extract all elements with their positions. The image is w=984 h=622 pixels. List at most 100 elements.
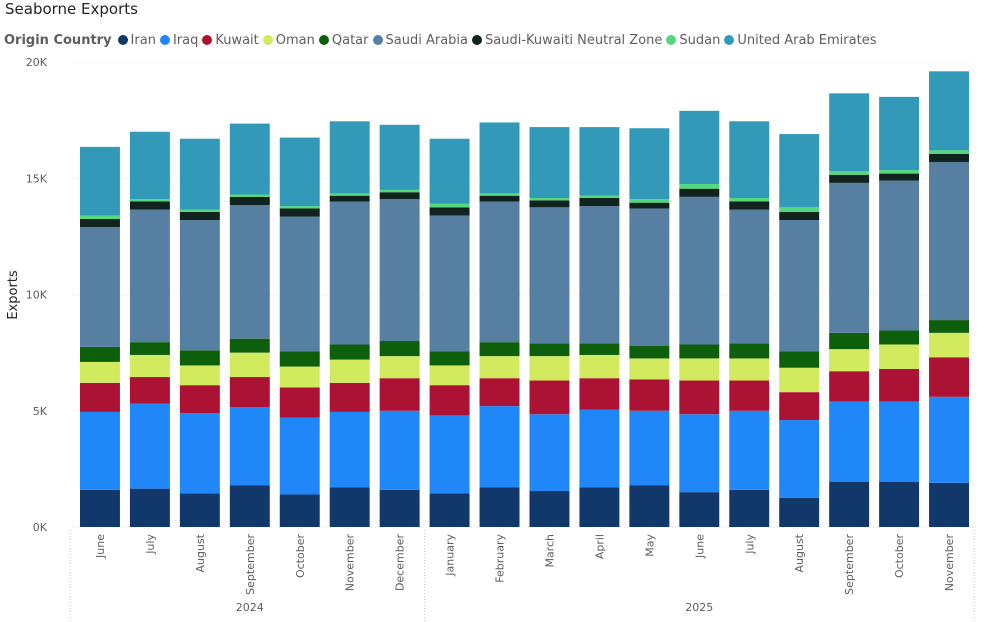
bar-segment[interactable] xyxy=(729,410,770,490)
bar-segment[interactable] xyxy=(179,385,220,414)
legend-item[interactable]: Iraq xyxy=(159,33,198,48)
bar-segment[interactable] xyxy=(229,377,270,408)
bar-segment[interactable] xyxy=(879,180,920,331)
bar-segment[interactable] xyxy=(579,378,620,410)
bar-segment[interactable] xyxy=(929,71,970,151)
bar-segment[interactable] xyxy=(479,195,520,202)
bar-segment[interactable] xyxy=(479,406,520,488)
bar-segment[interactable] xyxy=(329,193,370,196)
bar-segment[interactable] xyxy=(879,330,920,345)
bar-segment[interactable] xyxy=(79,227,120,347)
legend-item[interactable]: Oman xyxy=(262,33,315,48)
bar-segment[interactable] xyxy=(779,497,820,527)
bar-segment[interactable] xyxy=(829,401,870,482)
bar-segment[interactable] xyxy=(279,351,320,367)
bar-segment[interactable] xyxy=(329,344,370,360)
bar-segment[interactable] xyxy=(729,198,770,202)
bar-segment[interactable] xyxy=(529,200,570,208)
bar-segment[interactable] xyxy=(679,110,720,185)
bar-segment[interactable] xyxy=(429,493,470,527)
bar-segment[interactable] xyxy=(329,121,370,194)
bar-segment[interactable] xyxy=(679,380,720,415)
bar-segment[interactable] xyxy=(729,343,770,359)
bar-segment[interactable] xyxy=(529,343,570,357)
bar-segment[interactable] xyxy=(329,411,370,488)
bar-segment[interactable] xyxy=(379,192,420,200)
bar-segment[interactable] xyxy=(279,366,320,388)
bar-segment[interactable] xyxy=(929,482,970,527)
bar-segment[interactable] xyxy=(529,414,570,491)
bar-segment[interactable] xyxy=(279,387,320,418)
bar-segment[interactable] xyxy=(79,215,120,219)
bar-segment[interactable] xyxy=(829,371,870,402)
legend-item[interactable]: United Arab Emirates xyxy=(724,33,876,48)
bar-segment[interactable] xyxy=(329,195,370,202)
bar-segment[interactable] xyxy=(79,218,120,228)
bar-segment[interactable] xyxy=(579,206,620,344)
bar-segment[interactable] xyxy=(829,171,870,175)
bar-segment[interactable] xyxy=(779,211,820,221)
legend-item[interactable]: Qatar xyxy=(318,33,369,48)
bar-segment[interactable] xyxy=(729,358,770,381)
bar-segment[interactable] xyxy=(929,161,970,321)
bar-segment[interactable] xyxy=(379,341,420,357)
bar-segment[interactable] xyxy=(129,201,170,210)
bar-segment[interactable] xyxy=(779,420,820,498)
bar-segment[interactable] xyxy=(379,124,420,190)
bar-segment[interactable] xyxy=(429,138,470,204)
bar-segment[interactable] xyxy=(329,382,370,412)
bar-segment[interactable] xyxy=(729,209,770,344)
bar-segment[interactable] xyxy=(129,131,170,200)
bar-segment[interactable] xyxy=(479,342,520,357)
bar-segment[interactable] xyxy=(229,194,270,197)
bar-segment[interactable] xyxy=(579,195,620,199)
bar-segment[interactable] xyxy=(429,351,470,366)
bar-segment[interactable] xyxy=(479,378,520,407)
bar-segment[interactable] xyxy=(579,198,620,207)
legend-item[interactable]: Kuwait xyxy=(202,33,259,48)
bar-segment[interactable] xyxy=(679,492,720,527)
bar-segment[interactable] xyxy=(629,208,670,346)
bar-segment[interactable] xyxy=(929,332,970,358)
bar-segment[interactable] xyxy=(229,485,270,527)
bar-segment[interactable] xyxy=(129,403,170,489)
bar-segment[interactable] xyxy=(929,153,970,162)
bar-segment[interactable] xyxy=(479,487,520,527)
bar-segment[interactable] xyxy=(79,489,120,527)
bar-segment[interactable] xyxy=(629,379,670,411)
bar-segment[interactable] xyxy=(629,202,670,209)
bar-segment[interactable] xyxy=(729,380,770,411)
bar-segment[interactable] xyxy=(229,352,270,378)
bar-segment[interactable] xyxy=(579,354,620,379)
bar-segment[interactable] xyxy=(429,385,470,416)
bar-segment[interactable] xyxy=(529,356,570,381)
bar-segment[interactable] xyxy=(929,396,970,483)
bar-segment[interactable] xyxy=(629,410,670,486)
bar-segment[interactable] xyxy=(479,122,520,194)
bar-segment[interactable] xyxy=(279,208,320,217)
bar-segment[interactable] xyxy=(929,320,970,333)
bar-segment[interactable] xyxy=(429,207,470,216)
bar-segment[interactable] xyxy=(229,196,270,205)
bar-segment[interactable] xyxy=(79,382,120,412)
bar-segment[interactable] xyxy=(179,350,220,366)
bar-segment[interactable] xyxy=(379,199,420,341)
bar-segment[interactable] xyxy=(379,410,420,490)
bar-segment[interactable] xyxy=(129,354,170,378)
bar-segment[interactable] xyxy=(179,138,220,210)
bar-segment[interactable] xyxy=(829,349,870,372)
bar-segment[interactable] xyxy=(629,358,670,380)
bar-segment[interactable] xyxy=(679,414,720,493)
bar-segment[interactable] xyxy=(629,199,670,203)
bar-segment[interactable] xyxy=(729,121,770,199)
bar-segment[interactable] xyxy=(579,127,620,196)
bar-segment[interactable] xyxy=(879,368,920,402)
bar-segment[interactable] xyxy=(779,220,820,352)
bar-segment[interactable] xyxy=(729,201,770,210)
bar-segment[interactable] xyxy=(429,203,470,208)
bar-segment[interactable] xyxy=(279,417,320,495)
bar-segment[interactable] xyxy=(379,189,420,193)
bar-segment[interactable] xyxy=(229,204,270,339)
bar-segment[interactable] xyxy=(629,128,670,200)
bar-segment[interactable] xyxy=(229,407,270,486)
